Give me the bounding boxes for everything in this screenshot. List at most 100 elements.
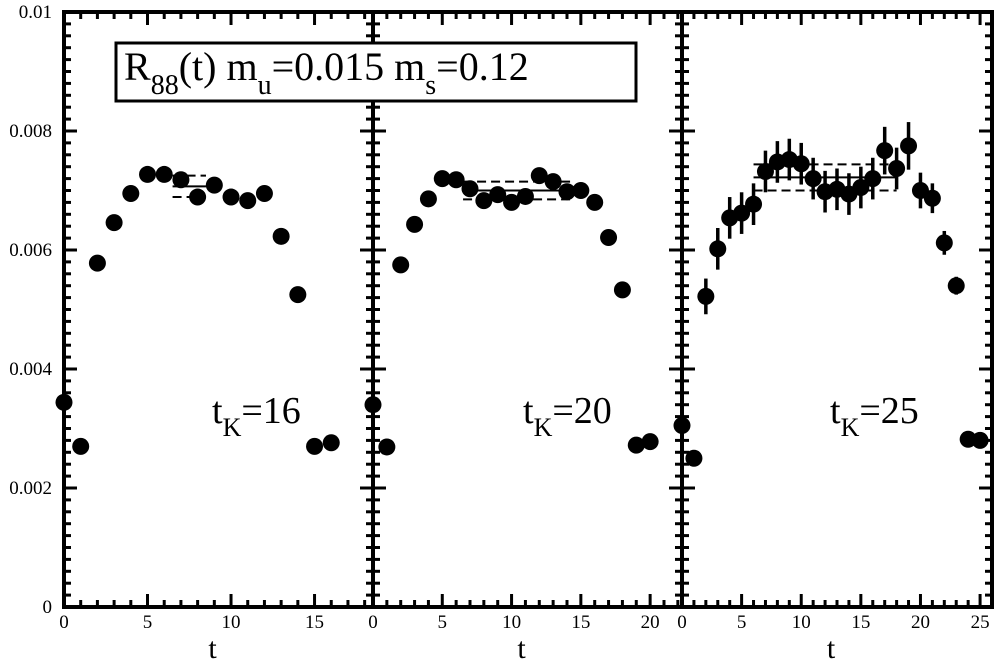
y-tick-label: 0.002 [9, 478, 52, 499]
data-point [558, 183, 576, 201]
data-point [222, 188, 240, 206]
title-r-subscript: 88 [151, 70, 179, 101]
data-point [971, 431, 989, 449]
data-point [306, 437, 324, 455]
panel-label-value: =16 [241, 390, 300, 432]
data-point [475, 192, 493, 210]
data-point [205, 176, 223, 194]
data-point [600, 229, 618, 247]
x-tick-label: 20 [911, 612, 930, 633]
x-tick-label: 5 [737, 612, 747, 633]
title-mu-value: =0.015 m [272, 44, 426, 89]
data-point [55, 393, 73, 411]
title-frame [114, 41, 638, 103]
data-point [289, 286, 307, 304]
x-tick-label: 10 [222, 612, 241, 633]
y-tick-label: 0.01 [19, 2, 52, 23]
data-point [685, 449, 703, 467]
data-point [876, 142, 894, 160]
x-tick-label: 5 [438, 612, 448, 633]
panel-label-t: t [523, 390, 534, 432]
y-tick-label: 0 [43, 597, 53, 618]
title-r: R [124, 44, 151, 89]
data-point [406, 215, 424, 233]
y-tick-label: 0.006 [9, 240, 52, 261]
data-point [392, 256, 410, 274]
data-point [544, 173, 562, 191]
data-point [172, 171, 190, 189]
data-point [804, 170, 822, 188]
panel-label: tK=20 [523, 390, 612, 442]
data-point [419, 190, 437, 208]
title-ms-subscript: s [425, 70, 436, 101]
data-point [530, 167, 548, 185]
data-point [155, 165, 173, 183]
panel-label-value: =20 [552, 390, 611, 432]
chart-title-box: R88(t) mu=0.015 ms=0.12 [114, 41, 638, 103]
x-tick-label: 0 [59, 612, 69, 633]
data-point [733, 204, 751, 222]
panel-label: tK=25 [830, 390, 919, 442]
data-point [745, 195, 763, 213]
data-point [900, 137, 918, 155]
data-point [864, 170, 882, 188]
x-tick-label: 0 [368, 612, 378, 633]
data-point [627, 436, 645, 454]
data-point [122, 184, 140, 202]
x-tick-label: 20 [641, 612, 660, 633]
x-tick-label: 25 [971, 612, 990, 633]
data-point [255, 184, 273, 202]
title-ms-value: =0.12 [436, 44, 529, 89]
title-mu-subscript: u [258, 70, 272, 101]
x-axis-title: t [827, 632, 836, 663]
panel-label-t: t [830, 390, 841, 432]
data-point [272, 227, 290, 245]
data-point [503, 193, 521, 211]
panel-label-subscript: K [841, 413, 860, 442]
data-point [888, 159, 906, 177]
x-tick-label: 0 [677, 612, 687, 633]
x-tick-label: 10 [502, 612, 521, 633]
data-point [572, 182, 590, 199]
title-r-argument: (t) m [179, 44, 258, 89]
chart-title: R88(t) mu=0.015 ms=0.12 [124, 44, 529, 101]
data-point [139, 165, 157, 183]
data-point [613, 281, 631, 299]
data-point [947, 277, 965, 295]
y-tick-label: 0.004 [9, 359, 52, 380]
panel-label-t: t [212, 390, 223, 432]
data-point [447, 171, 465, 189]
data-point [105, 214, 123, 232]
data-point [852, 179, 870, 197]
x-tick-label: 15 [305, 612, 324, 633]
y-tick-label: 0.008 [9, 121, 52, 142]
data-point [586, 193, 604, 211]
data-point [322, 434, 340, 452]
data-point [516, 187, 534, 205]
data-point [641, 433, 659, 451]
data-point [364, 396, 382, 414]
data-point [378, 438, 396, 456]
data-point [923, 189, 941, 207]
data-point [461, 180, 479, 198]
panel-label-subscript: K [223, 413, 242, 442]
panel-label-subscript: K [534, 413, 553, 442]
x-tick-label: 10 [792, 612, 811, 633]
data-point [489, 186, 507, 204]
panel-label: tK=16 [212, 390, 301, 442]
data-point [239, 192, 257, 210]
data-point [673, 417, 691, 435]
data-point [72, 437, 90, 455]
data-point [88, 254, 106, 272]
panel-label-value: =25 [859, 390, 918, 432]
data-point [189, 188, 207, 206]
data-point [792, 155, 810, 173]
data-point [433, 170, 451, 188]
data-point [756, 162, 774, 180]
